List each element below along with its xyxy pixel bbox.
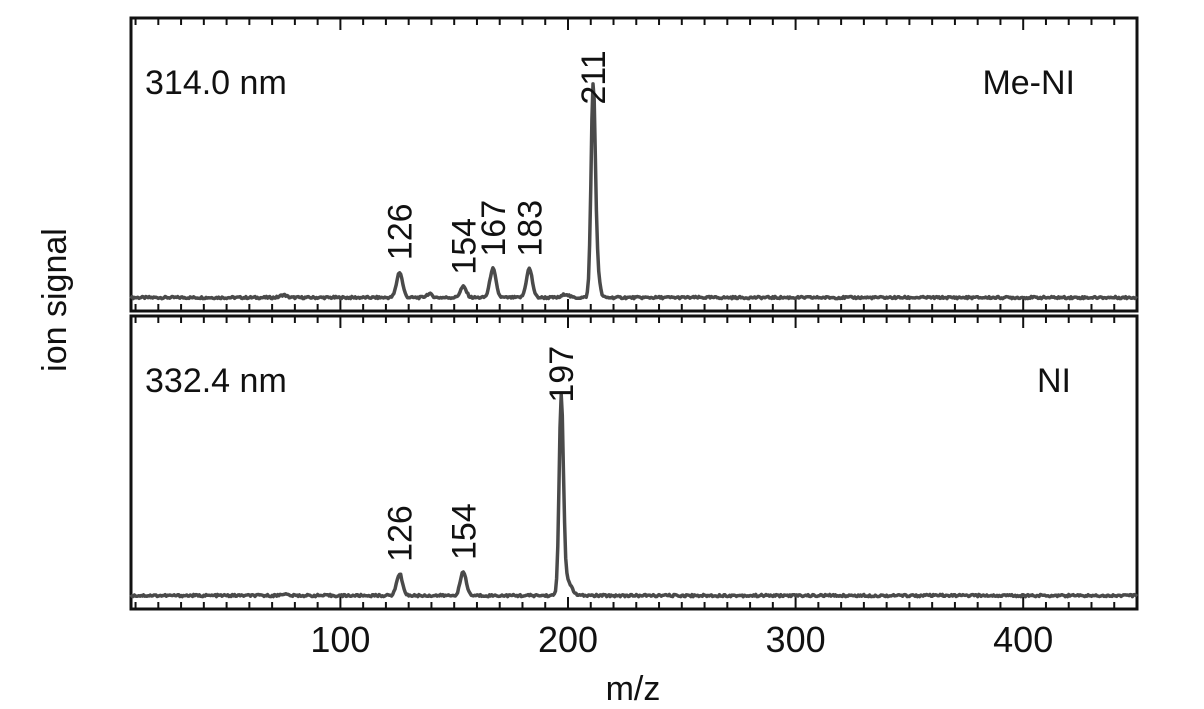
peak-label: 126 <box>382 203 420 260</box>
peak-label: 211 <box>575 50 613 104</box>
wavelength-label: 332.4 nm <box>145 362 287 400</box>
x-tick-label: 200 <box>538 619 598 660</box>
panel-ticks <box>134 316 1116 609</box>
peak-label: 183 <box>511 200 549 257</box>
wavelength-label: 314.0 nm <box>145 64 287 102</box>
y-axis-label: ion signal <box>36 228 74 372</box>
x-tick-label: 400 <box>993 619 1053 660</box>
peak-label: 167 <box>475 200 513 257</box>
peak-label: 197 <box>543 346 581 403</box>
spectrum-panel: 126 154 197 332.4 nm NI <box>129 314 1139 611</box>
x-axis: 100 200 300 400 <box>310 619 1053 660</box>
spectrum-line <box>129 82 1138 301</box>
peak-label: 126 <box>382 505 420 562</box>
spectrum-line <box>129 392 1139 599</box>
x-tick-label: 300 <box>766 619 826 660</box>
compound-label: NI <box>1037 362 1071 400</box>
x-tick-label: 100 <box>310 619 370 660</box>
peak-label: 154 <box>445 503 483 560</box>
x-axis-label: m/z <box>606 670 661 708</box>
panel-frame <box>129 314 1139 611</box>
peak-label: 154 <box>445 218 483 275</box>
panel-frame <box>129 16 1139 313</box>
compound-label: Me-NI <box>982 64 1075 102</box>
panel-ticks <box>134 18 1116 311</box>
